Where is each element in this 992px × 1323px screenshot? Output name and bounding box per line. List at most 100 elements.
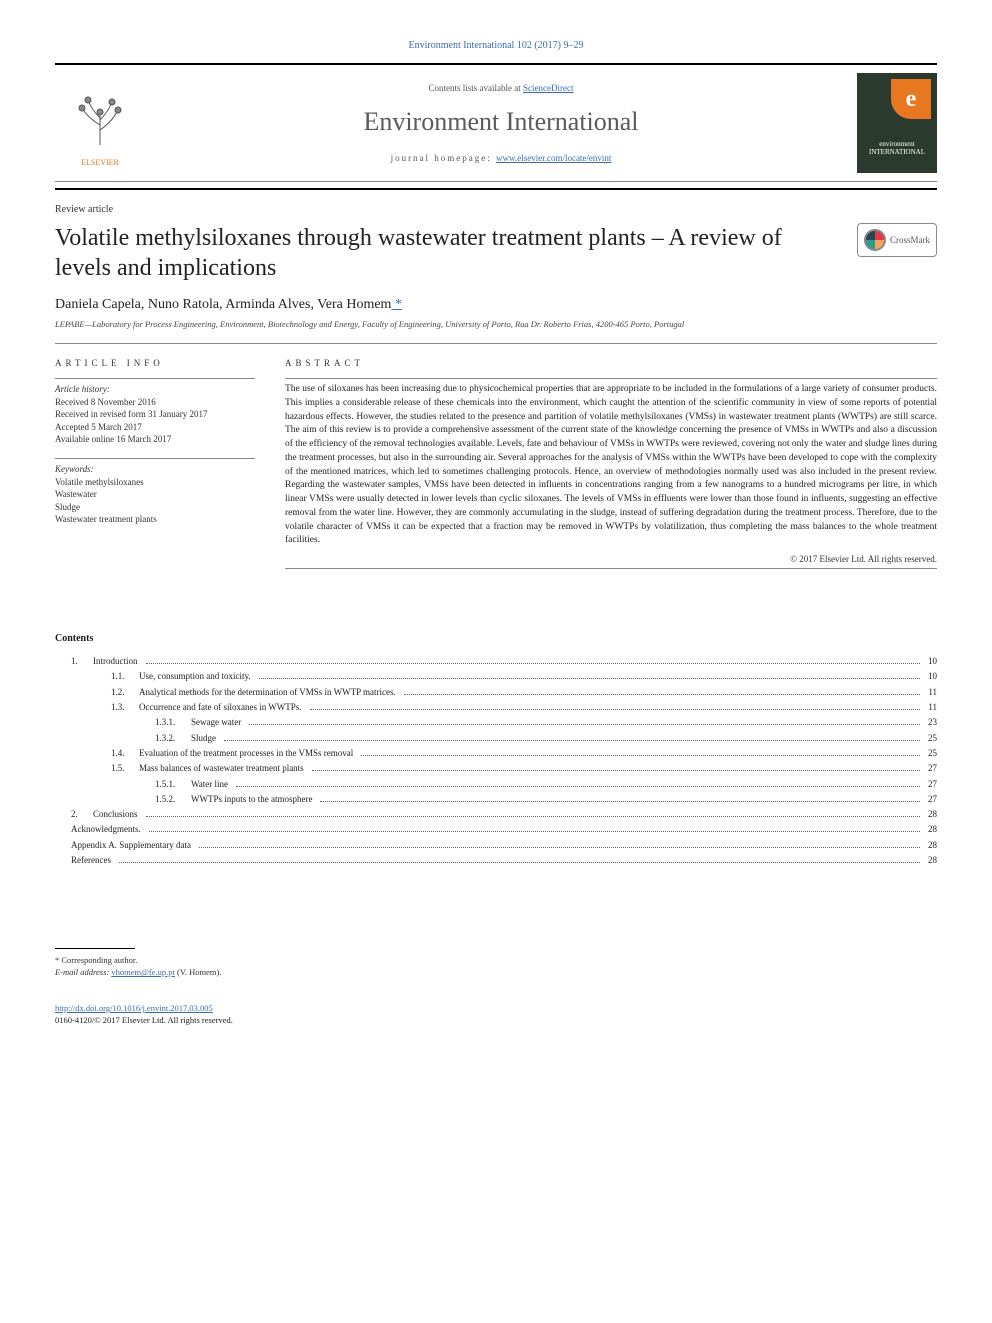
table-of-contents: 1.Introduction101.1.Use, consumption and… xyxy=(55,654,937,868)
authors-names: Daniela Capela, Nuno Ratola, Arminda Alv… xyxy=(55,297,391,312)
homepage-prefix: journal homepage: xyxy=(391,153,496,163)
contents-line-prefix: Contents lists available at xyxy=(429,83,523,93)
toc-number: 1.4. xyxy=(111,746,139,761)
history-label: Article history: xyxy=(55,383,255,396)
corr-email-link[interactable]: vhomem@fe.up.pt xyxy=(111,967,175,977)
toc-leader-dots xyxy=(224,740,920,741)
elsevier-logo: ELSEVIER xyxy=(55,73,145,173)
keyword-4: Wastewater treatment plants xyxy=(55,513,255,526)
toc-page: 28 xyxy=(924,838,937,853)
toc-entry[interactable]: References 28 xyxy=(55,853,937,868)
toc-leader-dots xyxy=(149,831,920,832)
toc-entry[interactable]: 1.Introduction 10 xyxy=(55,654,937,669)
toc-entry[interactable]: 1.4.Evaluation of the treatment processe… xyxy=(55,746,937,761)
toc-entry[interactable]: Appendix A. Supplementary data 28 xyxy=(55,838,937,853)
journal-cover-e-icon: e xyxy=(891,79,931,119)
toc-leader-dots xyxy=(119,862,920,863)
toc-number: 1.2. xyxy=(111,685,139,700)
toc-leader-dots xyxy=(236,786,920,787)
affiliation: LEPABE—Laboratory for Process Engineerin… xyxy=(55,319,937,329)
journal-homepage-link[interactable]: www.elsevier.com/locate/envint xyxy=(496,153,611,163)
toc-entry[interactable]: 1.5.Mass balances of wastewater treatmen… xyxy=(55,761,937,776)
toc-entry[interactable]: 1.1.Use, consumption and toxicity.10 xyxy=(55,669,937,684)
journal-reference: Environment International 102 (2017) 9–2… xyxy=(55,40,937,51)
toc-page: 27 xyxy=(924,777,937,792)
abstract-bottom-rule xyxy=(285,568,937,569)
toc-page: 27 xyxy=(924,792,937,807)
header-rule xyxy=(55,188,937,190)
elsevier-wordmark: ELSEVIER xyxy=(81,158,119,167)
toc-entry[interactable]: 1.3.1.Sewage water23 xyxy=(55,715,937,730)
journal-header: ELSEVIER Contents lists available at Sci… xyxy=(55,63,937,182)
toc-label: Water line xyxy=(191,777,232,792)
toc-number: 1.5.2. xyxy=(155,792,191,807)
toc-entry[interactable]: 1.3.2.Sludge25 xyxy=(55,731,937,746)
crossmark-label: CrossMark xyxy=(890,235,930,245)
toc-entry[interactable]: 1.5.2.WWTPs inputs to the atmosphere 27 xyxy=(55,792,937,807)
abstract-copyright: © 2017 Elsevier Ltd. All rights reserved… xyxy=(285,554,937,564)
info-rule-2 xyxy=(55,458,255,459)
toc-number: 1.1. xyxy=(111,669,139,684)
toc-page: 11 xyxy=(924,685,937,700)
email-suffix: (V. Homem). xyxy=(175,967,222,977)
journal-cover-text: environment INTERNATIONAL xyxy=(857,140,937,156)
journal-homepage-line: journal homepage: www.elsevier.com/locat… xyxy=(145,153,857,163)
toc-entry[interactable]: 1.5.1.Water line 27 xyxy=(55,777,937,792)
history-received: Received 8 November 2016 xyxy=(55,396,255,409)
history-revised: Received in revised form 31 January 2017 xyxy=(55,408,255,421)
toc-leader-dots xyxy=(404,694,921,695)
toc-label: Introduction xyxy=(93,654,142,669)
elsevier-tree-icon xyxy=(70,80,130,158)
toc-number: 1. xyxy=(71,654,93,669)
email-label: E-mail address: xyxy=(55,967,111,977)
history-accepted: Accepted 5 March 2017 xyxy=(55,421,255,434)
toc-entry[interactable]: 1.3.Occurrence and fate of siloxanes in … xyxy=(55,700,937,715)
toc-label: References xyxy=(71,853,115,868)
contents-available-line: Contents lists available at ScienceDirec… xyxy=(145,83,857,93)
contents-heading: Contents xyxy=(55,633,937,644)
abstract-heading: abstract xyxy=(285,358,937,368)
toc-leader-dots xyxy=(249,724,920,725)
toc-leader-dots xyxy=(259,678,920,679)
toc-leader-dots xyxy=(361,755,920,756)
toc-leader-dots xyxy=(146,663,921,664)
toc-leader-dots xyxy=(199,847,920,848)
article-title: Volatile methylsiloxanes through wastewa… xyxy=(55,223,857,283)
corresponding-author-mark[interactable]: * xyxy=(391,297,402,312)
toc-label: Sewage water xyxy=(191,715,245,730)
history-online: Available online 16 March 2017 xyxy=(55,433,255,446)
keywords-block: Keywords: Volatile methylsiloxanes Waste… xyxy=(55,463,255,526)
article-type: Review article xyxy=(55,204,937,215)
toc-page: 10 xyxy=(924,654,937,669)
toc-number: 2. xyxy=(71,807,93,822)
info-rule-1 xyxy=(55,378,255,379)
toc-label: WWTPs inputs to the atmosphere xyxy=(191,792,316,807)
toc-page: 25 xyxy=(924,746,937,761)
toc-label: Evaluation of the treatment processes in… xyxy=(139,746,357,761)
issn-copyright: 0160-4120/© 2017 Elsevier Ltd. All right… xyxy=(55,1015,937,1027)
crossmark-badge[interactable]: CrossMark xyxy=(857,223,937,257)
corresponding-author-footnote: * Corresponding author. E-mail address: … xyxy=(55,955,937,979)
article-history: Article history: Received 8 November 201… xyxy=(55,383,255,446)
toc-number: 1.5.1. xyxy=(155,777,191,792)
toc-leader-dots xyxy=(320,801,920,802)
article-info-heading: article info xyxy=(55,358,255,368)
toc-label: Use, consumption and toxicity. xyxy=(139,669,255,684)
toc-number: 1.5. xyxy=(111,761,139,776)
abstract-text: The use of siloxanes has been increasing… xyxy=(285,383,937,548)
toc-page: 28 xyxy=(924,807,937,822)
toc-number: 1.3. xyxy=(111,700,139,715)
toc-page: 25 xyxy=(924,731,937,746)
toc-entry[interactable]: 1.2.Analytical methods for the determina… xyxy=(55,685,937,700)
sciencedirect-link[interactable]: ScienceDirect xyxy=(523,83,573,93)
toc-entry[interactable]: Acknowledgments.28 xyxy=(55,822,937,837)
doi-link[interactable]: http://dx.doi.org/10.1016/j.envint.2017.… xyxy=(55,1003,213,1013)
keyword-1: Volatile methylsiloxanes xyxy=(55,476,255,489)
corr-author-label: * Corresponding author. xyxy=(55,955,937,967)
abstract-rule xyxy=(285,378,937,379)
toc-label: Appendix A. Supplementary data xyxy=(71,838,195,853)
toc-entry[interactable]: 2.Conclusions28 xyxy=(55,807,937,822)
toc-leader-dots xyxy=(146,816,920,817)
toc-leader-dots xyxy=(310,709,921,710)
toc-page: 28 xyxy=(924,853,937,868)
